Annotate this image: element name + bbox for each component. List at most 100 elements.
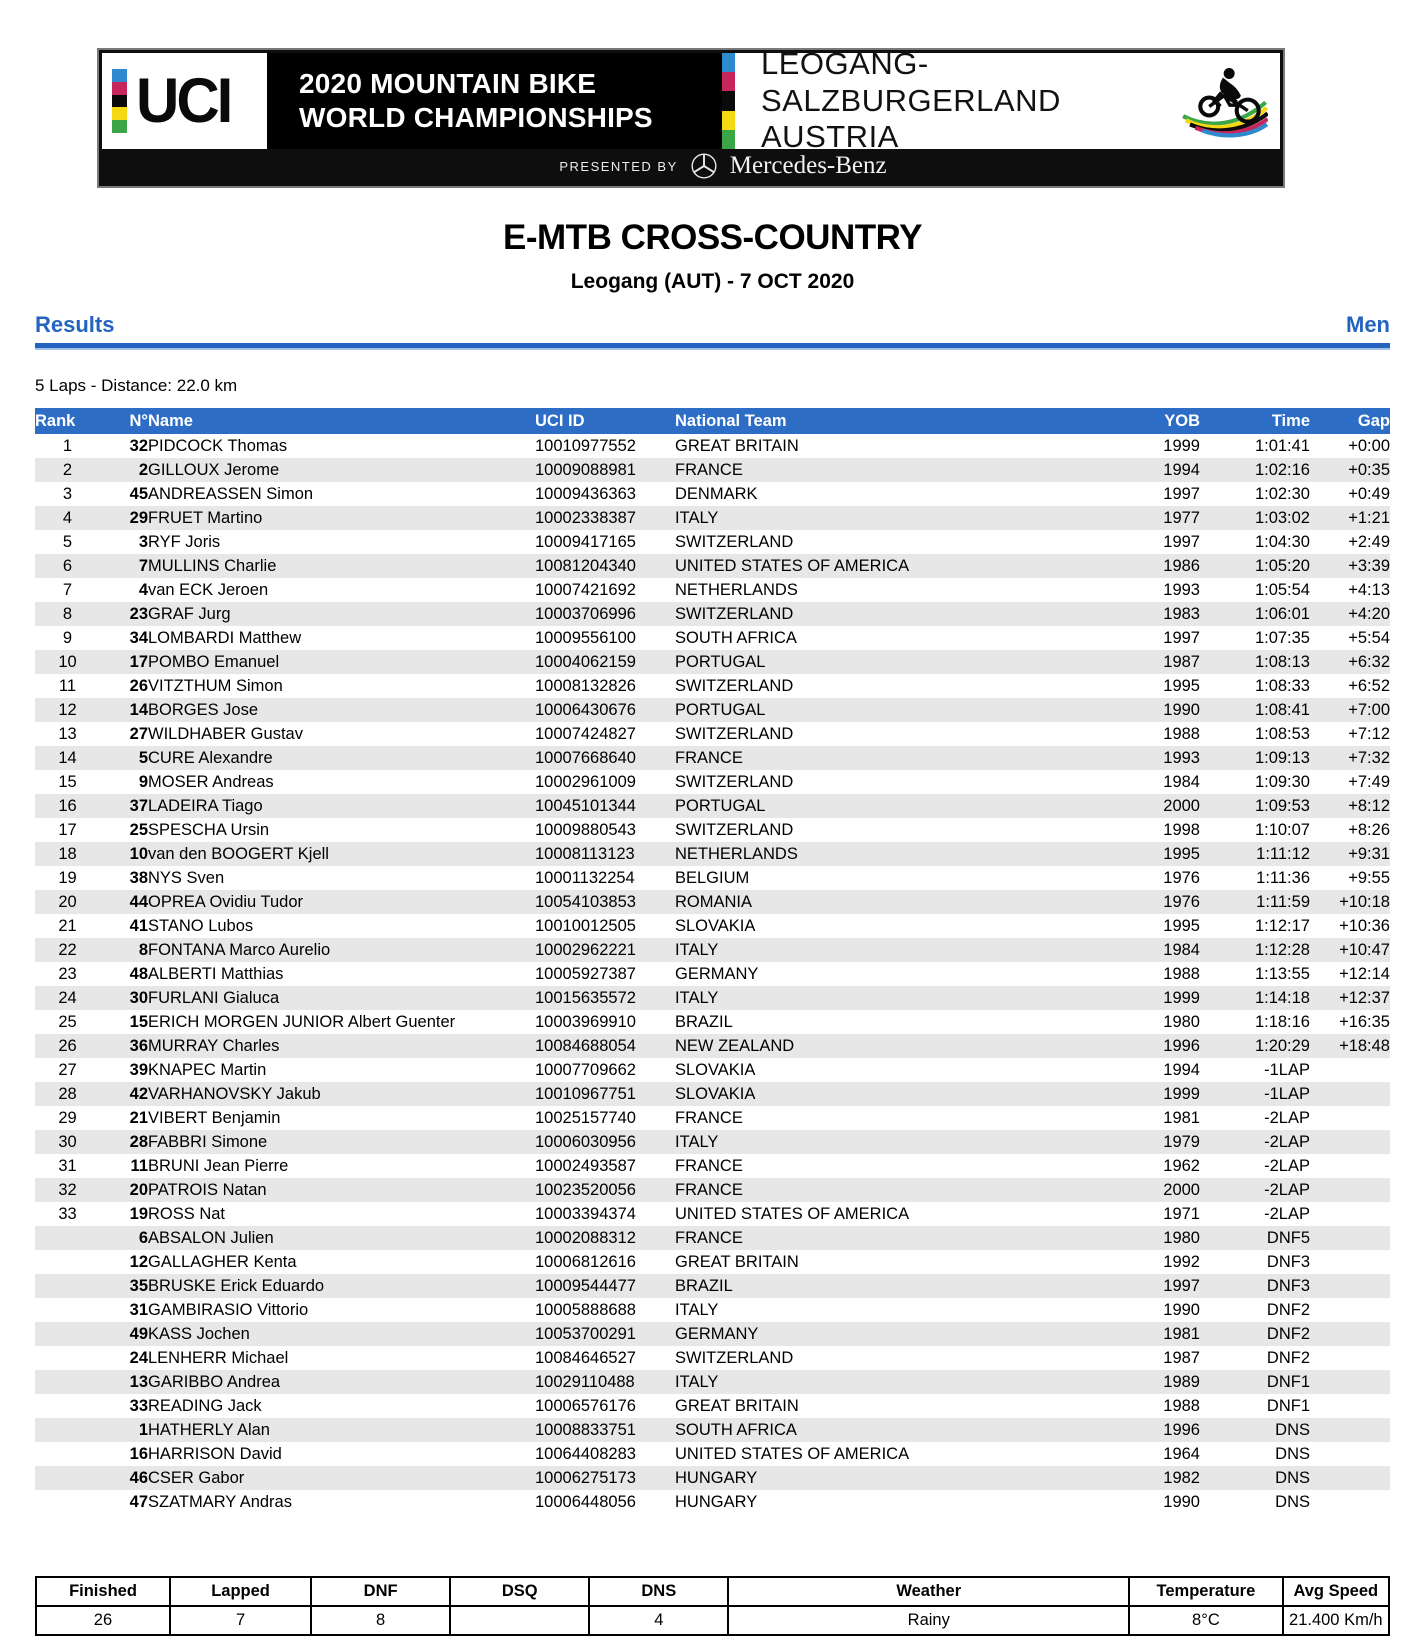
rank-cell (35, 1394, 100, 1418)
rank-cell: 20 (58, 892, 77, 911)
name-cell: BRUSKE Erick Eduardo (148, 1276, 325, 1295)
summary-header-lapped: Lapped (168, 1576, 313, 1607)
uciid-cell: 10064408283 (535, 1444, 636, 1463)
name-cell: ROSS Nat (148, 1204, 226, 1223)
time-cell: 1:18:16 (1254, 1012, 1310, 1031)
rank-cell (35, 1370, 100, 1394)
gap-cell: +0:00 (1348, 436, 1390, 455)
table-row: 2 2 GILLOUX Jerome 10009088981 FRANCE 1994 1:0… (35, 458, 1390, 482)
bib-cell: 4 (138, 580, 148, 599)
name-cell: FABBRI Simone (148, 1132, 268, 1151)
name-cell: SPESCHA Ursin (148, 820, 270, 839)
team-cell: GREAT BRITAIN (675, 1396, 799, 1415)
time-cell: 1:05:20 (1254, 556, 1310, 575)
name-cell: ALBERTI Matthias (148, 964, 284, 983)
event-banner: UCI 2020 MOUNTAIN BIKE WORLD CHAMPIONSHI… (97, 46, 1285, 188)
table-row: 31 GAMBIRASIO Vittorio 10005888688 ITALY 199… (35, 1298, 1390, 1322)
yob-cell: 1981 (1163, 1108, 1200, 1127)
name-cell: GALLAGHER Kenta (148, 1252, 297, 1271)
yob-cell: 1994 (1163, 1060, 1200, 1079)
gap-cell: +1:21 (1348, 508, 1390, 527)
team-cell: UNITED STATES OF AMERICA (675, 556, 910, 575)
table-row: 22 8 FONTANA Marco Aurelio 10002962221 ITALY… (35, 938, 1390, 962)
rank-cell: 29 (58, 1108, 77, 1127)
yob-cell: 2000 (1163, 1180, 1200, 1199)
bib-cell: 12 (129, 1252, 148, 1271)
rank-cell: 10 (58, 652, 77, 671)
bib-cell: 21 (129, 1108, 148, 1127)
uciid-cell: 10010977552 (535, 436, 636, 455)
bib-cell: 46 (129, 1468, 148, 1487)
mountain-biker-icon (1181, 68, 1268, 138)
col-header-bib: N° (129, 411, 148, 430)
gap-cell: +0:35 (1348, 460, 1390, 479)
uciid-cell: 10007668640 (535, 748, 636, 767)
team-cell: ITALY (675, 1300, 719, 1319)
table-row: 19 38 NYS Sven 10001132254 BELGIUM 1976 1:11:3… (35, 866, 1390, 890)
yob-cell: 1999 (1163, 1084, 1200, 1103)
name-cell: FURLANI Gialuca (148, 988, 280, 1007)
team-cell: ITALY (675, 508, 719, 527)
table-row: 15 9 MOSER Andreas 10002961009 SWITZERLAND 19… (35, 770, 1390, 794)
bib-cell: 34 (129, 628, 148, 647)
bib-cell: 5 (138, 748, 148, 767)
rank-cell (35, 1274, 100, 1298)
name-cell: KASS Jochen (148, 1324, 250, 1343)
team-cell: FRANCE (675, 1156, 743, 1175)
uciid-cell: 10009544477 (535, 1276, 636, 1295)
time-cell: -2LAP (1264, 1180, 1310, 1199)
yob-cell: 2000 (1163, 796, 1200, 815)
uciid-cell: 10006430676 (535, 700, 636, 719)
summary-values-row: 26 7 8 4 Rainy 8°C 21.400 Km/h (35, 1605, 1391, 1636)
bib-cell: 32 (129, 436, 148, 455)
rank-cell: 17 (58, 820, 77, 839)
rank-cell: 3 (62, 484, 73, 503)
name-cell: POMBO Emanuel (148, 652, 280, 671)
name-cell: FRUET Martino (148, 508, 263, 527)
category-label: Men (1346, 312, 1390, 337)
bib-cell: 27 (129, 724, 148, 743)
results-label: Results (35, 312, 115, 337)
table-row: 28 42 VARHANOVSKY Jakub 10010967751 SLOVAKIA… (35, 1082, 1390, 1106)
summary-dns: 4 (588, 1605, 730, 1636)
bib-cell: 37 (129, 796, 148, 815)
col-header-gap: Gap (1357, 411, 1390, 430)
rank-cell (35, 1466, 100, 1490)
uciid-cell: 10081204340 (535, 556, 636, 575)
uciid-cell: 10010967751 (535, 1084, 636, 1103)
name-cell: GILLOUX Jerome (148, 460, 280, 479)
name-cell: OPREA Ovidiu Tudor (148, 892, 303, 911)
summary-header-dnf: DNF (310, 1576, 452, 1607)
rank-cell (35, 1442, 100, 1466)
presented-by-label: PRESENTED BY (559, 158, 678, 174)
name-cell: LOMBARDI Matthew (148, 628, 302, 647)
table-row: 20 44 OPREA Ovidiu Tudor 10054103853 ROMANIA… (35, 890, 1390, 914)
blue-divider (35, 343, 1390, 350)
col-header-uciid: UCI ID (535, 411, 585, 430)
team-cell: ITALY (675, 1372, 719, 1391)
bib-cell: 33 (129, 1396, 148, 1415)
rank-cell: 25 (58, 1012, 77, 1031)
rank-cell (35, 1298, 100, 1322)
gap-cell: +4:13 (1348, 580, 1390, 599)
yob-cell: 1983 (1163, 604, 1200, 623)
summary-dnf: 8 (310, 1605, 452, 1636)
bib-cell: 48 (129, 964, 148, 983)
time-cell: DNS (1275, 1468, 1310, 1487)
team-cell: NETHERLANDS (675, 580, 798, 599)
time-cell: 1:11:36 (1256, 868, 1310, 887)
uciid-cell: 10002493587 (535, 1156, 636, 1175)
team-cell: BRAZIL (675, 1276, 733, 1295)
team-cell: SOUTH AFRICA (675, 628, 797, 647)
gap-cell: +12:37 (1339, 988, 1390, 1007)
bib-cell: 36 (129, 1036, 148, 1055)
name-cell: CSER Gabor (148, 1468, 245, 1487)
table-row: 3 45 ANDREASSEN Simon 10009436363 DENMARK 199… (35, 482, 1390, 506)
bib-cell: 24 (129, 1348, 148, 1367)
uciid-cell: 10002962221 (535, 940, 636, 959)
yob-cell: 1997 (1163, 532, 1200, 551)
name-cell: GRAF Jurg (148, 604, 231, 623)
yob-cell: 1995 (1163, 676, 1200, 695)
uciid-cell: 10005888688 (535, 1300, 636, 1319)
gap-cell (1310, 1202, 1390, 1226)
